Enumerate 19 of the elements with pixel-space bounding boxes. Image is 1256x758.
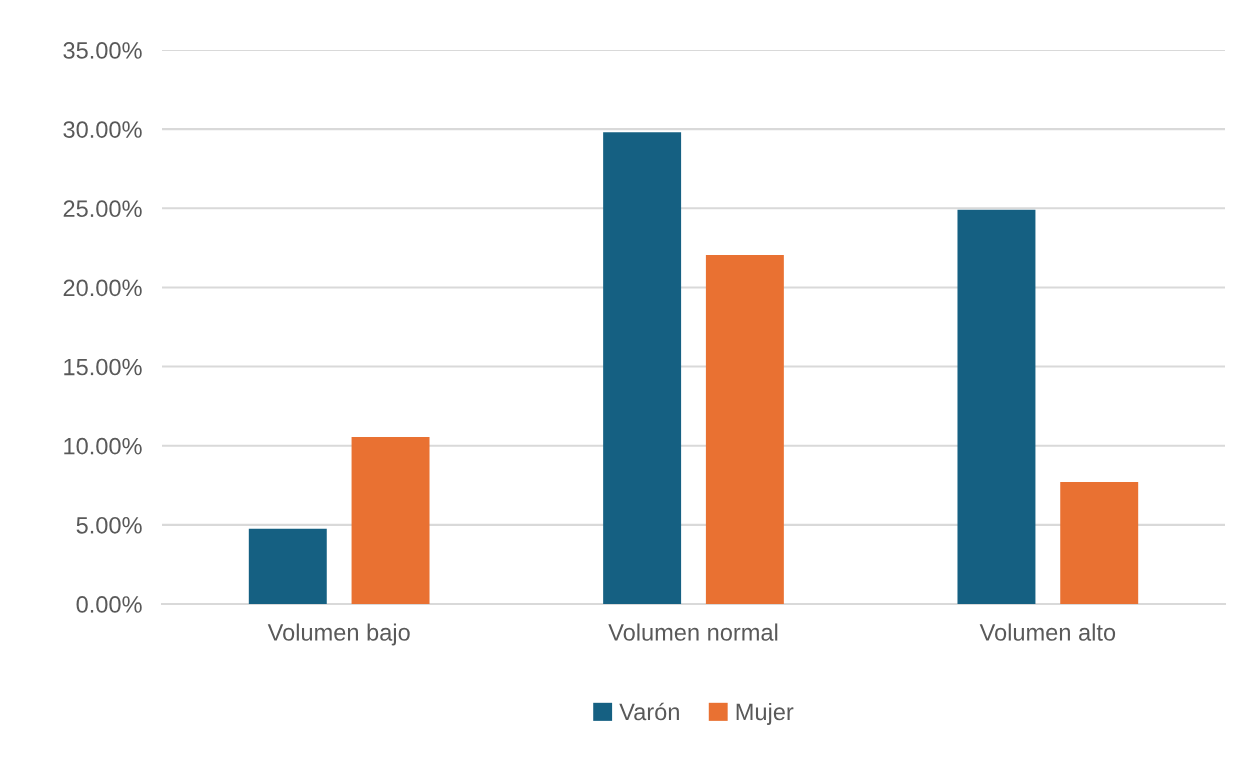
legend-label: Varón xyxy=(619,702,679,721)
y-tick-label: 25.00% xyxy=(63,200,142,218)
x-tick-label: Volumen normal xyxy=(608,623,778,641)
y-tick-label: 30.00% xyxy=(63,121,142,138)
x-tick-label: Volumen bajo xyxy=(267,623,410,646)
bar xyxy=(248,528,327,604)
y-tick-label: 20.00% xyxy=(63,279,142,297)
y-tick-label: 35.00% xyxy=(63,42,142,59)
bar xyxy=(603,132,682,604)
y-tick-label: 10.00% xyxy=(64,437,142,455)
bar xyxy=(705,254,784,604)
bar xyxy=(957,209,1036,604)
legend-label: Mujer xyxy=(736,702,794,725)
y-tick-label: 15.00% xyxy=(64,358,142,376)
y-tick-label: 0.00% xyxy=(76,596,142,613)
y-tick-label: 5.00% xyxy=(76,516,142,534)
bar xyxy=(351,437,430,604)
bar xyxy=(1060,482,1139,604)
x-tick-label: Volumen alto xyxy=(979,623,1116,641)
